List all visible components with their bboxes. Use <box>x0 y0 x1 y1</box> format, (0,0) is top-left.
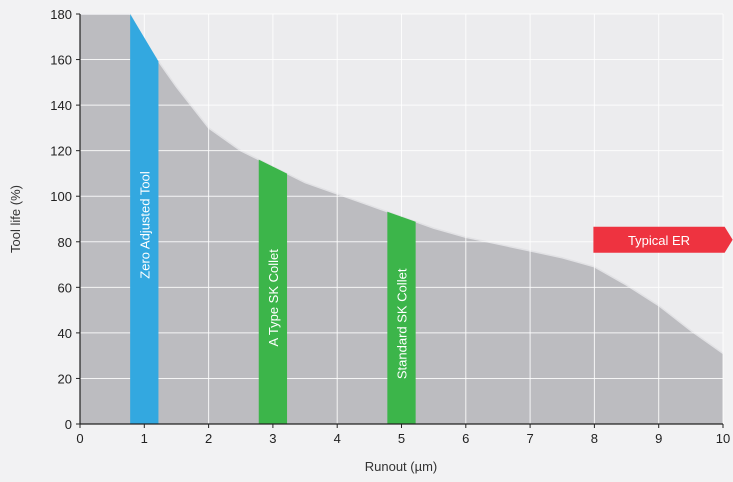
highlight-bands: Zero Adjusted Tool A Type SK Collet Standa… <box>130 14 416 424</box>
x-tick-label: 0 <box>76 431 83 446</box>
y-tick-label: 20 <box>58 371 72 386</box>
x-tick-label: 10 <box>716 431 730 446</box>
y-tick-label: 160 <box>50 53 72 68</box>
y-tick-label: 60 <box>58 280 72 295</box>
y-tick-label: 120 <box>50 144 72 159</box>
x-tick-label: 4 <box>334 431 341 446</box>
x-tick-label: 9 <box>655 431 662 446</box>
x-tick-label: 6 <box>462 431 469 446</box>
x-tick-label: 3 <box>269 431 276 446</box>
y-tick-label: 0 <box>65 417 72 432</box>
y-tick-label: 180 <box>50 7 72 22</box>
annotation-1 <box>593 226 733 253</box>
y-tick-label: 40 <box>58 326 72 341</box>
x-tick-label: 8 <box>591 431 598 446</box>
annotations: Typical ER <box>593 226 733 253</box>
y-axis-title: Tool life (%) <box>8 185 23 253</box>
y-tick-label: 100 <box>50 189 72 204</box>
band-label-3: Standard SK Collet <box>395 268 410 379</box>
annotation-label-1: Typical ER <box>628 233 690 248</box>
x-tick-label: 2 <box>205 431 212 446</box>
band-3 <box>387 211 416 424</box>
y-tick-label: 140 <box>50 98 72 113</box>
x-axis-title: Runout (µm) <box>365 459 438 474</box>
band-2 <box>258 159 288 424</box>
band-1 <box>130 14 159 424</box>
band-label-1: Zero Adjusted Tool <box>137 171 152 279</box>
x-tick-label: 7 <box>526 431 533 446</box>
x-tick-label: 5 <box>398 431 405 446</box>
x-tick-label: 1 <box>141 431 148 446</box>
band-label-2: A Type SK Collet <box>266 249 281 347</box>
y-tick-label: 80 <box>58 235 72 250</box>
